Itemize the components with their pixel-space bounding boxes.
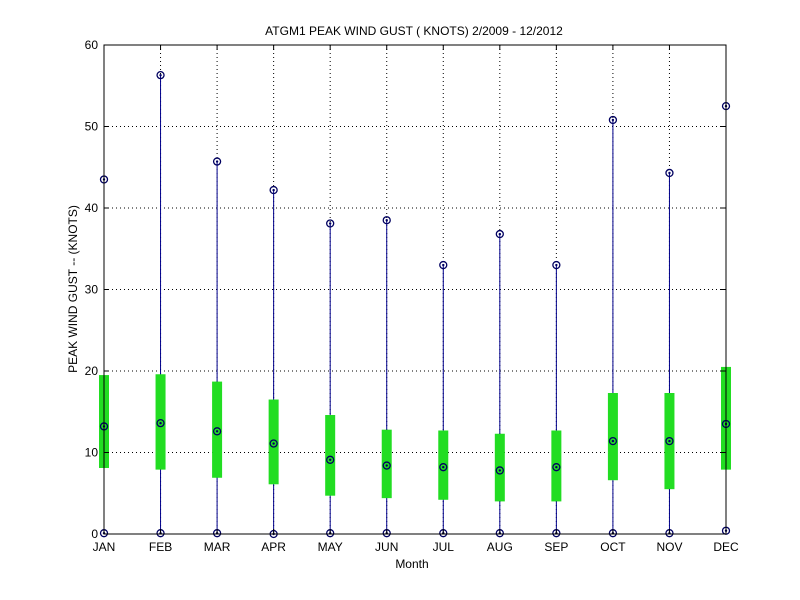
mean-marker-dot-may (328, 458, 332, 462)
max-marker-dot-aug (498, 232, 502, 236)
x-tick-label-may: MAY (318, 540, 343, 554)
x-tick-label-mar: MAR (204, 540, 231, 554)
x-tick-label-oct: OCT (600, 540, 626, 554)
max-marker-apr (269, 185, 278, 195)
max-marker-dot-feb (159, 73, 162, 77)
chart-title: ATGM1 PEAK WIND GUST ( KNOTS) 2/2009 - 1… (265, 24, 563, 38)
box-jun (381, 429, 392, 499)
box-sep (551, 430, 562, 502)
x-tick-label-sep: SEP (544, 540, 568, 554)
x-tick-label-jun: JUN (375, 540, 398, 554)
y-tick-label: 20 (85, 364, 99, 378)
mean-marker-sep (552, 463, 561, 472)
x-tick-label-jul: JUL (433, 540, 455, 554)
mean-marker-dot-nov (668, 439, 671, 443)
max-marker-dot-apr (272, 188, 275, 192)
max-marker-jun (382, 216, 391, 225)
box-may (325, 415, 336, 496)
max-marker-may (326, 219, 335, 228)
mean-marker-dot-oct (611, 439, 615, 443)
box-mar (212, 381, 223, 478)
max-marker-dot-nov (668, 171, 671, 175)
y-tick-label: 0 (91, 527, 98, 541)
grid-lines (104, 45, 726, 534)
y-tick-label: 60 (85, 38, 99, 52)
x-tick-label-aug: AUG (487, 540, 513, 554)
max-marker-jul (439, 260, 448, 270)
max-marker-nov (665, 168, 674, 178)
mean-marker-dot-sep (555, 465, 558, 469)
max-marker-mar (212, 157, 222, 166)
max-marker-dot-oct (611, 118, 615, 122)
max-marker-dot-may (328, 222, 332, 225)
box-oct (607, 393, 618, 481)
box-feb (155, 374, 166, 470)
max-marker-dot-jul (442, 263, 445, 267)
mean-marker-jun (382, 461, 391, 470)
data-layer (99, 71, 731, 539)
mean-marker-nov (665, 436, 674, 446)
mean-marker-dot-jul (442, 465, 445, 469)
mean-marker-apr (269, 439, 278, 448)
mean-marker-feb (156, 419, 165, 428)
mean-marker-mar (212, 427, 222, 436)
x-tick-label-nov: NOV (656, 540, 682, 554)
x-tick-label-jan: JAN (93, 540, 116, 554)
mean-marker-may (326, 455, 335, 464)
max-marker-sep (552, 260, 561, 270)
box-apr (268, 399, 279, 485)
mean-marker-jul (439, 463, 448, 472)
max-marker-dot-mar (215, 160, 219, 163)
max-marker-aug (495, 229, 504, 239)
mean-marker-dot-feb (159, 421, 162, 425)
box-jul (438, 430, 449, 500)
y-axis-label: PEAK WIND GUST -- (KNOTS) (66, 205, 80, 373)
x-tick-label-dec: DEC (713, 540, 739, 554)
y-tick-label: 40 (85, 201, 99, 215)
max-marker-dot-sep (555, 263, 558, 267)
x-tick-label-apr: APR (261, 540, 286, 554)
y-tick-label: 50 (85, 120, 99, 134)
max-marker-dot-jun (385, 219, 388, 222)
max-marker-oct (608, 115, 618, 125)
y-tick-label: 30 (85, 283, 99, 297)
x-tick-label-feb: FEB (149, 540, 172, 554)
x-axis-label: Month (395, 557, 428, 571)
mean-marker-dot-mar (215, 430, 219, 433)
mean-marker-aug (495, 466, 504, 475)
y-tick-label: 10 (85, 446, 99, 460)
max-marker-feb (156, 71, 165, 80)
axis-ticks: 0 10 20 30 40 50 60 JAN FEB MAR APR MAY JUN JUL AUG SEP… (85, 38, 739, 554)
mean-marker-dot-apr (272, 442, 275, 445)
mean-marker-dot-jun (385, 464, 388, 467)
mean-marker-dot-aug (498, 469, 502, 472)
mean-marker-oct (608, 436, 618, 446)
